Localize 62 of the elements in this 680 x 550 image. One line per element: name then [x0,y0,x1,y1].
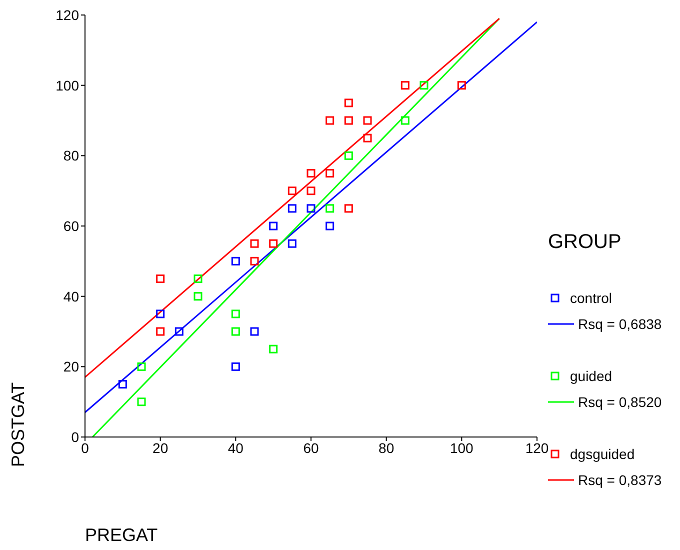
point [231,310,240,318]
x-axis-title: PREGAT [85,525,158,546]
point [326,222,334,230]
y-tick-label: 100 [56,77,80,94]
point [344,204,353,213]
point [156,327,165,336]
point [288,186,296,196]
point [288,239,296,248]
y-tick-label: 120 [56,6,80,23]
point [326,169,334,178]
point [156,274,165,283]
point [344,151,353,160]
point [326,116,334,125]
point [231,362,240,371]
x-tick-label: 80 [378,440,394,456]
point [363,134,372,142]
point [118,380,127,388]
point [174,327,184,336]
point [194,292,202,301]
x-tick-label: 120 [525,440,549,456]
x-tick-label: 20 [152,440,168,456]
point [269,239,278,248]
y-tick-label: 60 [63,218,80,234]
point [306,169,316,178]
legend-label: dgsguided [570,445,635,464]
point [137,398,146,406]
point [344,98,353,108]
point [250,256,259,266]
point [231,327,240,336]
legend-label: Rsq = 0,6838 [578,315,662,334]
x-tick-label: 100 [450,440,474,456]
y-tick-label: 0 [71,428,80,445]
point [194,274,202,283]
point [344,116,353,125]
point [400,81,410,90]
point [400,116,410,125]
point [288,204,296,213]
point [363,116,372,125]
point [156,310,165,318]
legend-label: control [570,289,612,308]
point [326,204,334,213]
x-tick-label: 0 [81,440,90,456]
point [250,327,259,336]
point [269,222,278,230]
point [457,81,466,90]
point [137,362,146,371]
point [231,256,240,266]
y-axis-title: POSTGAT [8,382,29,467]
point [306,204,316,213]
legend-label: Rsq = 0,8520 [578,393,662,412]
legend-label: guided [570,367,612,386]
point [306,186,316,196]
legend-title: GROUP [548,231,622,253]
x-tick-label: 40 [228,440,244,456]
point [250,239,259,248]
legend-label: Rsq = 0,8373 [578,471,662,490]
y-tick-label: 80 [63,148,80,164]
point [420,81,428,90]
y-tick-label: 40 [63,288,80,304]
point [269,344,278,354]
y-tick-label: 20 [63,358,80,375]
x-tick-label: 60 [303,440,319,456]
